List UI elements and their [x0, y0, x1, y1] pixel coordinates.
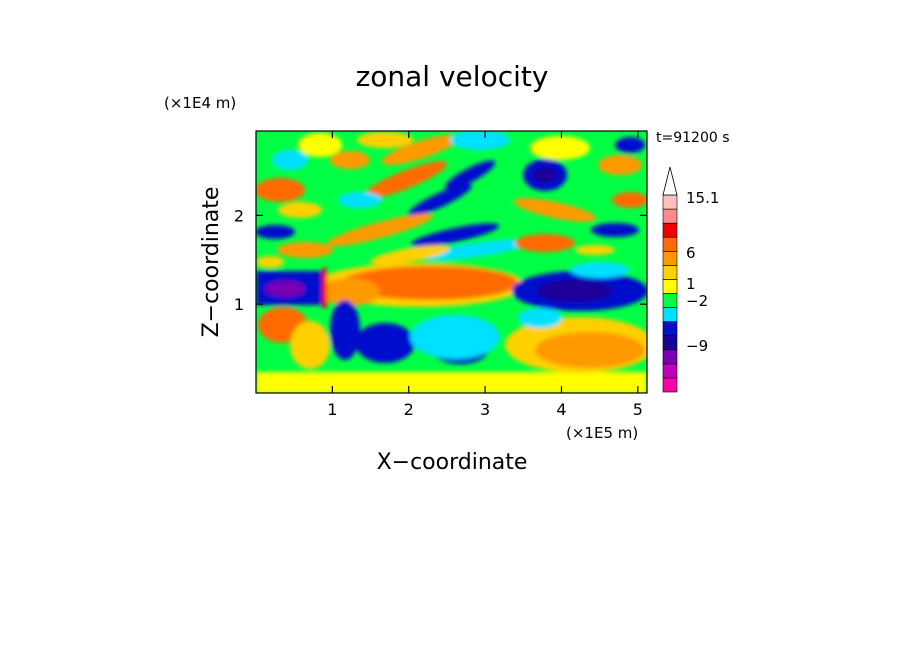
- heatmap-blob: [338, 192, 382, 208]
- heatmap-blob: [363, 161, 447, 199]
- heatmap-blob: [410, 223, 500, 247]
- heatmap-blob: [515, 234, 575, 252]
- chart-title: zonal velocity: [356, 60, 549, 93]
- heatmap-blob: [322, 268, 327, 308]
- heatmap-blob: [342, 266, 518, 300]
- heatmap-blob: [518, 308, 562, 328]
- heatmap-blob: [265, 281, 305, 297]
- plot-frame: [255, 130, 648, 394]
- heatmap-blob: [570, 262, 630, 278]
- heatmap-blob: [256, 372, 647, 393]
- colorbar-tick-label: 15.1: [686, 189, 719, 207]
- colorbar-level-1: [662, 363, 678, 379]
- x-tick-label: 1: [327, 400, 337, 419]
- colorbar-tick-label: −9: [686, 337, 708, 355]
- x-tick-label: 2: [404, 400, 414, 419]
- heatmap-blob: [355, 323, 415, 363]
- heatmap-field: [256, 131, 647, 393]
- heatmap-blob: [370, 245, 450, 265]
- y-axis-label: Z−coordinate: [199, 187, 224, 338]
- x-tick-label: 3: [480, 400, 490, 419]
- colorbar-level-11: [662, 222, 678, 238]
- x-ticks: 1 2 3 4 5: [327, 131, 643, 419]
- heatmap-blob: [615, 137, 645, 153]
- heatmap-blob: [256, 225, 295, 239]
- heatmap-blob: [612, 192, 647, 208]
- colorbar-overflow-arrow: [662, 166, 678, 196]
- heatmap-blob: [533, 167, 557, 183]
- colorbar-level-5: [662, 307, 678, 322]
- heatmap-blob: [420, 239, 530, 261]
- x-unit-label: (×1E5 m): [566, 424, 638, 442]
- colorbar-level-9: [662, 250, 678, 266]
- colorbar-level-3: [662, 335, 678, 351]
- colorbar-level-13: [662, 194, 678, 210]
- heatmap-blob: [320, 278, 380, 306]
- colorbar: 15.1 6 1−2 −9: [662, 166, 719, 393]
- colorbar-tick-label: 1: [686, 275, 696, 293]
- heatmap-blob: [256, 256, 284, 268]
- y-unit-label: (×1E4 m): [164, 94, 236, 112]
- x-axis-label: X−coordinate: [377, 450, 528, 475]
- heatmap-blob: [277, 242, 333, 258]
- y-ticks: 12: [234, 206, 647, 314]
- colorbar-level-12: [662, 208, 678, 224]
- colorbar-level-6: [662, 293, 678, 308]
- heatmap-blob: [530, 136, 590, 160]
- heatmap-blob: [330, 300, 360, 360]
- heatmap-blob: [256, 178, 305, 202]
- heatmap-blob: [598, 155, 642, 175]
- colorbar-tick-label: 6: [686, 244, 696, 262]
- colorbar-level-2: [662, 349, 678, 365]
- y-tick-label: 2: [234, 206, 244, 225]
- heatmap-blob: [272, 150, 308, 170]
- heatmap-blob: [591, 223, 639, 237]
- colorbar-tick-label: −2: [686, 292, 708, 310]
- heatmap-blob: [357, 132, 413, 148]
- colorbar-level-8: [662, 265, 678, 280]
- heatmap-blob: [450, 131, 510, 150]
- heatmap-blob: [278, 202, 322, 218]
- y-tick-label: 1: [234, 295, 244, 314]
- heatmap-blob: [326, 213, 434, 247]
- colorbar-level-4: [662, 321, 678, 337]
- colorbar-level-10: [662, 236, 678, 252]
- x-tick-label: 4: [556, 400, 566, 419]
- heatmap-blob: [535, 332, 645, 368]
- heatmap-blob: [445, 160, 495, 190]
- heatmap-blob: [513, 198, 597, 222]
- heatmap-blob: [290, 321, 330, 369]
- heatmap-blob: [537, 280, 613, 302]
- colorbar-level-7: [662, 279, 678, 294]
- heatmap-blob: [575, 245, 615, 255]
- x-tick-label: 5: [633, 400, 643, 419]
- colorbar-level-0: [662, 377, 678, 393]
- heatmap-blob: [298, 133, 342, 157]
- heatmap-blob: [330, 151, 370, 169]
- heatmap-blob: [381, 134, 459, 166]
- time-label: t=91200 s: [656, 130, 730, 146]
- heatmap-blob: [410, 315, 500, 359]
- heatmap-blob: [408, 183, 472, 217]
